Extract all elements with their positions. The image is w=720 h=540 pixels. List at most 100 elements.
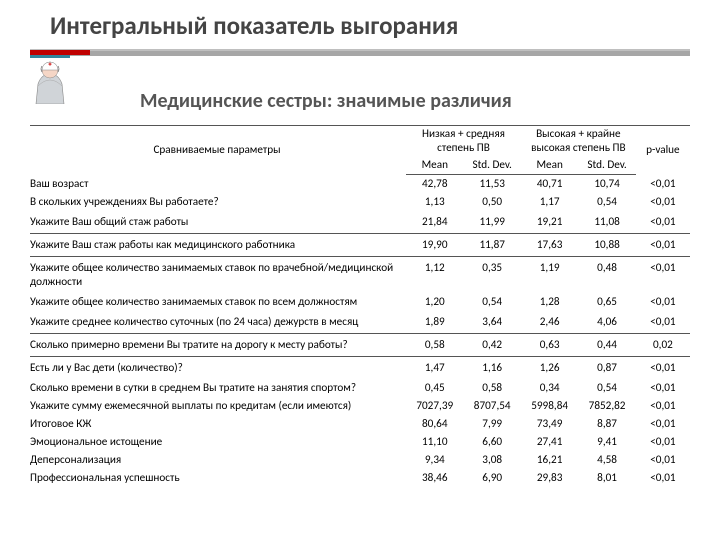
cell-param: Укажите среднее количество суточных (по …: [30, 311, 406, 334]
cell-mean-b: 1,26: [521, 357, 578, 380]
cell-sd-b: 4,58: [578, 451, 635, 469]
cell-pvalue: <0,01: [636, 211, 690, 234]
cell-mean-b: 1,17: [521, 193, 578, 211]
cell-mean-a: 1,12: [406, 257, 463, 294]
cell-mean-a: 1,89: [406, 311, 463, 334]
cell-sd-a: 11,53: [463, 175, 520, 194]
cell-param: Укажите общее количество занимаемых став…: [30, 293, 406, 311]
cell-param: Укажите Ваш стаж работы как медицинского…: [30, 234, 406, 257]
table-row: Укажите Ваш общий стаж работы21,8411,991…: [30, 211, 690, 234]
cell-mean-b: 17,63: [521, 234, 578, 257]
table-row: Итоговое КЖ80,647,9973,498,87<0,01: [30, 415, 690, 433]
cell-param: Есть ли у Вас дети (количество)?: [30, 357, 406, 380]
cell-pvalue: <0,01: [636, 469, 690, 487]
cell-mean-b: 27,41: [521, 433, 578, 451]
cell-sd-a: 0,50: [463, 193, 520, 211]
cell-param: Ваш возраст: [30, 175, 406, 194]
cell-param: Сколько примерно времени Вы тратите на д…: [30, 334, 406, 357]
cell-pvalue: <0,01: [636, 379, 690, 397]
col-mean-a: Mean: [406, 156, 463, 175]
cell-sd-a: 11,87: [463, 234, 520, 257]
cell-mean-a: 0,58: [406, 334, 463, 357]
cell-sd-a: 6,60: [463, 433, 520, 451]
cell-mean-a: 0,45: [406, 379, 463, 397]
cell-param: В скольких учреждениях Вы работаете?: [30, 193, 406, 211]
table-body: Ваш возраст42,7811,5340,7110,74<0,01В ск…: [30, 175, 690, 488]
cell-mean-a: 1,20: [406, 293, 463, 311]
table-row: Профессиональная успешность38,466,9029,8…: [30, 469, 690, 487]
cell-pvalue: <0,01: [636, 397, 690, 415]
table-row: Сколько времени в сутки в среднем Вы тра…: [30, 379, 690, 397]
nurse-icon: [28, 56, 72, 104]
col-group-a: Низкая + средняя степень ПВ: [406, 126, 521, 157]
table-row: Укажите общее количество занимаемых став…: [30, 293, 690, 311]
cell-mean-b: 0,34: [521, 379, 578, 397]
cell-pvalue: <0,01: [636, 415, 690, 433]
cell-sd-b: 0,48: [578, 257, 635, 294]
cell-mean-a: 11,10: [406, 433, 463, 451]
col-sd-a: Std. Dev.: [463, 156, 520, 175]
cell-mean-b: 1,28: [521, 293, 578, 311]
cell-mean-b: 2,46: [521, 311, 578, 334]
cell-pvalue: <0,01: [636, 193, 690, 211]
cell-pvalue: <0,01: [636, 311, 690, 334]
results-table: Сравниваемые параметры Низкая + средняя …: [30, 125, 690, 487]
table-row: Сколько примерно времени Вы тратите на д…: [30, 334, 690, 357]
cell-sd-a: 0,54: [463, 293, 520, 311]
cell-sd-a: 0,58: [463, 379, 520, 397]
cell-pvalue: 0,02: [636, 334, 690, 357]
page-title: Интегральный показатель выгорания: [30, 10, 690, 41]
cell-mean-a: 80,64: [406, 415, 463, 433]
cell-sd-b: 4,06: [578, 311, 635, 334]
cell-mean-b: 40,71: [521, 175, 578, 194]
cell-mean-b: 0,63: [521, 334, 578, 357]
cell-sd-a: 11,99: [463, 211, 520, 234]
cell-param: Укажите сумму ежемесячной выплаты по кре…: [30, 397, 406, 415]
cell-param: Деперсонализация: [30, 451, 406, 469]
table-row: Укажите Ваш стаж работы как медицинского…: [30, 234, 690, 257]
cell-param: Укажите Ваш общий стаж работы: [30, 211, 406, 234]
cell-sd-b: 8,01: [578, 469, 635, 487]
cell-param: Укажите общее количество занимаемых став…: [30, 257, 406, 294]
cell-sd-a: 3,64: [463, 311, 520, 334]
cell-param: Сколько времени в сутки в среднем Вы тра…: [30, 379, 406, 397]
cell-mean-b: 1,19: [521, 257, 578, 294]
cell-pvalue: <0,01: [636, 175, 690, 194]
cell-mean-a: 21,84: [406, 211, 463, 234]
cell-param: Эмоциональное истощение: [30, 433, 406, 451]
cell-pvalue: <0,01: [636, 234, 690, 257]
cell-sd-a: 0,42: [463, 334, 520, 357]
cell-mean-a: 9,34: [406, 451, 463, 469]
cell-param: Итоговое КЖ: [30, 415, 406, 433]
table-head: Сравниваемые параметры Низкая + средняя …: [30, 126, 690, 175]
cell-sd-b: 0,87: [578, 357, 635, 380]
col-mean-b: Mean: [521, 156, 578, 175]
cell-mean-b: 29,83: [521, 469, 578, 487]
cell-sd-b: 10,88: [578, 234, 635, 257]
cell-mean-b: 16,21: [521, 451, 578, 469]
cell-sd-a: 3,08: [463, 451, 520, 469]
cell-sd-b: 10,74: [578, 175, 635, 194]
table-row: Ваш возраст42,7811,5340,7110,74<0,01: [30, 175, 690, 194]
col-sd-b: Std. Dev.: [578, 156, 635, 175]
cell-pvalue: <0,01: [636, 433, 690, 451]
cell-sd-a: 1,16: [463, 357, 520, 380]
cell-sd-a: 8707,54: [463, 397, 520, 415]
cell-pvalue: <0,01: [636, 257, 690, 294]
cell-sd-b: 7852,82: [578, 397, 635, 415]
table-row: Эмоциональное истощение11,106,6027,419,4…: [30, 433, 690, 451]
cell-sd-b: 0,54: [578, 193, 635, 211]
col-pvalue: p-value: [636, 126, 690, 175]
cell-sd-b: 8,87: [578, 415, 635, 433]
cell-pvalue: <0,01: [636, 293, 690, 311]
cell-mean-a: 7027,39: [406, 397, 463, 415]
cell-sd-a: 0,35: [463, 257, 520, 294]
table-row: Есть ли у Вас дети (количество)?1,471,16…: [30, 357, 690, 380]
col-group-b: Высокая + крайне высокая степень ПВ: [521, 126, 636, 157]
cell-mean-b: 5998,84: [521, 397, 578, 415]
slide: Интегральный показатель выгорания Медици…: [0, 0, 720, 540]
cell-mean-a: 42,78: [406, 175, 463, 194]
cell-sd-b: 0,65: [578, 293, 635, 311]
table-row: Деперсонализация9,343,0816,214,58<0,01: [30, 451, 690, 469]
col-param: Сравниваемые параметры: [30, 126, 406, 175]
